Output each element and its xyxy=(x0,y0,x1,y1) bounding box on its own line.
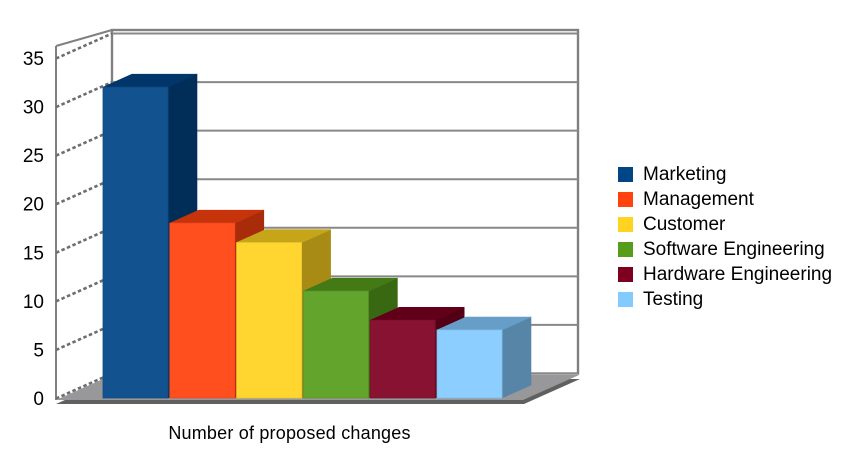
chart-legend: Marketing Management Customer Software Engi… xyxy=(618,162,832,312)
y-tick-label-35: 35 xyxy=(23,49,44,70)
y-tick-label-20: 20 xyxy=(23,195,44,216)
legend-label: Software Engineering xyxy=(643,238,825,260)
bar-hardware-engineering xyxy=(369,319,436,399)
x-axis-title: Number of proposed changes xyxy=(168,423,411,443)
legend-label: Testing xyxy=(643,288,704,310)
bar-software-engineering xyxy=(302,290,369,399)
y-tick-label-5: 5 xyxy=(33,340,44,361)
legend-swatch-icon xyxy=(618,242,633,257)
legend-item-hardware-engineering: Hardware Engineering xyxy=(618,262,832,287)
wall-hatch-35 xyxy=(55,32,113,60)
y-tick-label-15: 15 xyxy=(23,243,44,264)
wall-hatch-30 xyxy=(55,80,113,109)
legend-item-marketing: Marketing xyxy=(618,162,832,187)
legend-item-customer: Customer xyxy=(618,212,832,237)
legend-label: Management xyxy=(643,188,754,210)
left-wall-top-edge xyxy=(55,29,113,47)
bar-marketing xyxy=(102,86,169,399)
bar-management xyxy=(169,222,236,399)
bar-testing xyxy=(436,329,503,399)
bar-customer xyxy=(236,242,303,399)
y-tick-label-10: 10 xyxy=(23,292,44,313)
legend-label: Marketing xyxy=(643,163,727,185)
legend-item-testing: Testing xyxy=(618,287,832,312)
legend-swatch-icon xyxy=(618,292,633,307)
y-tick-label-25: 25 xyxy=(23,146,44,167)
bar-side-testing xyxy=(501,316,532,399)
legend-swatch-icon xyxy=(618,267,633,282)
y-tick-label-30: 30 xyxy=(23,98,44,119)
legend-item-software-engineering: Software Engineering xyxy=(618,237,832,262)
y-tick-label-0: 0 xyxy=(33,389,44,410)
legend-item-management: Management xyxy=(618,187,832,212)
legend-label: Hardware Engineering xyxy=(643,263,833,285)
legend-swatch-icon xyxy=(618,192,633,207)
legend-swatch-icon xyxy=(618,167,633,182)
legend-label: Customer xyxy=(643,213,726,235)
legend-swatch-icon xyxy=(618,217,633,232)
